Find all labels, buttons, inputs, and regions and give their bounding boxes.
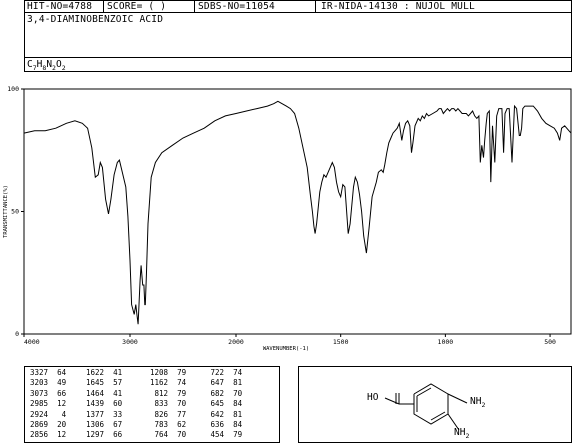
x-tick-label: 1500 (333, 338, 349, 346)
spectrum-line (23, 100, 572, 325)
header-box: HIT-NO=4788 SCORE= ( ) SDBS-NO=11054 IR-… (24, 0, 572, 72)
molecule-structure (384, 383, 468, 431)
peak-column: 1622 41 1645 57 1464 41 1439 60 1377 33 1306 … (86, 368, 122, 441)
amine-label-bottom: NH2 (454, 427, 470, 440)
peak-entry: 764 70 (150, 430, 187, 440)
amine-bond-bottom (447, 413, 460, 431)
y-tick-label: 0 (15, 330, 19, 338)
chart-axes (23, 88, 572, 335)
x-tick-label: 2000 (228, 338, 244, 346)
peak-entry: 1306 67 (86, 420, 123, 430)
x-tick-label: 1000 (438, 338, 454, 346)
peak-entry: 783 62 (150, 420, 187, 430)
peak-entry: 1645 57 (86, 378, 123, 388)
benzene-ring (384, 383, 468, 431)
chart-ticks: 4000 3000 2000 1500 1000 500 0 50 100 (7, 85, 556, 346)
peak-entry: 1439 60 (86, 399, 123, 409)
peak-entry: 1297 66 (86, 430, 123, 440)
ir-info: IR-NIDA-14130 : NUJOL MULL (321, 1, 475, 12)
hydroxyl-label: HO (367, 392, 379, 403)
peak-entry: 812 79 (150, 388, 187, 398)
peak-entry: 826 77 (150, 409, 187, 419)
peak-entry: 647 81 (206, 378, 243, 388)
sdbs-number: SDBS-NO=11054 (198, 1, 275, 12)
peak-entry: 1208 79 (150, 368, 187, 377)
y-tick-label: 50 (11, 208, 19, 216)
peak-entry: 1377 33 (86, 409, 123, 419)
peak-column: 3327 64 3203 49 3073 66 2985 12 2924 4 2869 2… (30, 368, 66, 441)
peak-entry: 2985 12 (30, 399, 67, 409)
peak-entry: 722 74 (206, 368, 243, 377)
peak-entry: 3203 49 (30, 378, 67, 388)
x-tick-label: 3000 (122, 338, 138, 346)
peak-entry: 454 79 (206, 430, 243, 440)
amine-bond-top (447, 393, 468, 404)
peak-entry: 3327 64 (30, 368, 67, 377)
ir-spectrum-chart: 4000 3000 2000 1500 1000 500 0 50 100 WAVENUMBER… (3, 85, 572, 352)
peak-entry: 2869 20 (30, 420, 67, 430)
peak-entry: 636 84 (206, 420, 243, 430)
header-rule (25, 12, 571, 13)
peak-column: 722 74 647 81 682 70 645 84 642 81 636 8… (206, 368, 243, 441)
peak-entry: 642 81 (206, 409, 243, 419)
y-tick-label: 100 (7, 85, 19, 93)
formula-rule (25, 57, 571, 58)
plot-frame (23, 88, 572, 335)
peak-column: 1208 79 1162 74 812 79 833 70 826 77 783 … (150, 368, 186, 441)
structure-box: HO NH2 NH2 (298, 366, 572, 443)
x-tick-label: 4000 (24, 338, 40, 346)
header-divider (194, 1, 195, 12)
compound-name: 3,4-DIAMINOBENZOIC ACID (27, 14, 164, 25)
peak-entry: 2856 12 (30, 430, 67, 440)
peak-entry: 1622 41 (86, 368, 123, 377)
peak-entry: 2924 4 (30, 409, 67, 419)
peak-entry: 645 84 (206, 399, 243, 409)
x-tick-label: 500 (544, 338, 556, 346)
amine-label-top: NH2 (470, 396, 486, 409)
peak-entry: 833 70 (150, 399, 187, 409)
y-axis-label: TRANSMITTANCE(%) (3, 185, 9, 238)
x-axis-label: WAVENUMBER(-1) (263, 346, 309, 352)
header-divider (315, 1, 316, 12)
peak-entry: 3073 66 (30, 388, 67, 398)
hydroxyl-bond (384, 397, 400, 405)
peak-entry: 682 70 (206, 388, 243, 398)
peak-entry: 1464 41 (86, 388, 123, 398)
molecular-formula: C7H8N2O2 (27, 59, 66, 72)
header-divider (103, 1, 104, 12)
score: SCORE= ( ) (107, 1, 167, 12)
hit-number: HIT-NO=4788 (27, 1, 93, 12)
peak-entry: 1162 74 (150, 378, 187, 388)
